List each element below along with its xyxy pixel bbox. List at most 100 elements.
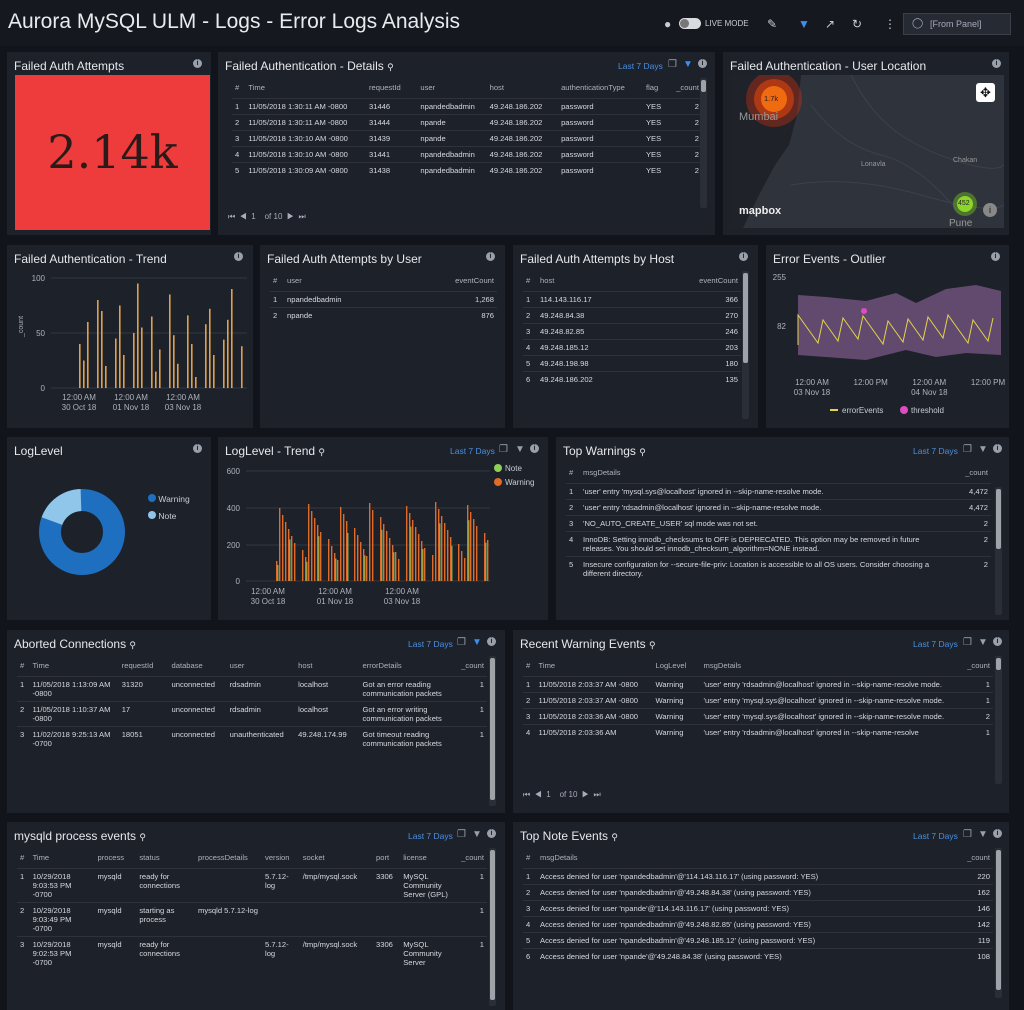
table-row[interactable]: 5 Access denied for user 'npandedbadmin'@…	[523, 931, 993, 948]
column-header[interactable]: #	[20, 661, 25, 671]
filter-icon[interactable]: ▼	[472, 829, 482, 840]
column-header[interactable]: database	[171, 661, 203, 671]
column-header[interactable]: #	[526, 661, 531, 671]
cluster-label-1[interactable]: 1.7k	[764, 94, 779, 103]
table-row[interactable]: 2 11/05/2018 1:30:11 AM -0800 31444 npande 4…	[232, 113, 702, 130]
search-icon[interactable]: ⚲	[387, 62, 394, 72]
copy-icon[interactable]: ❐	[457, 829, 466, 840]
share-icon[interactable]: ↗	[825, 17, 836, 31]
info-icon[interactable]: i	[193, 444, 202, 453]
column-header[interactable]: Time	[538, 661, 556, 671]
table-row[interactable]: 1'user' entry 'mysql.sys@localhost' igno…	[566, 482, 991, 499]
filter-icon[interactable]: ▼	[978, 829, 988, 840]
info-icon[interactable]: i	[993, 637, 1002, 646]
column-header[interactable]: #	[526, 276, 531, 286]
user-icon[interactable]: ●	[664, 17, 672, 31]
table-row[interactable]: 3 11/05/2018 2:03:36 AM -0800 Warning'user…	[523, 707, 993, 724]
first-page-button[interactable]: ⏮	[228, 212, 236, 221]
time-range-badge[interactable]: Last 7 Days	[913, 831, 958, 841]
column-header[interactable]: license	[403, 853, 427, 863]
column-header[interactable]: Time	[32, 661, 50, 671]
info-icon[interactable]: i	[991, 252, 1000, 261]
column-header[interactable]: status	[139, 853, 160, 863]
info-icon[interactable]: i	[234, 252, 243, 261]
next-page-button[interactable]: ▶	[581, 790, 589, 799]
table-row[interactable]: 4 InnoDB: Setting innodb_checksums to OFF…	[566, 530, 991, 556]
table-row[interactable]: 3 11/02/2018 9:25:13 AM -0700 18051 unconne…	[17, 725, 487, 751]
copy-icon[interactable]: ❐	[499, 444, 508, 455]
scrollbar[interactable]	[489, 848, 496, 1006]
page-number[interactable]: 1	[546, 790, 551, 799]
column-header[interactable]: eventCount	[455, 276, 494, 286]
scrollbar[interactable]	[995, 848, 1002, 998]
attribution-icon[interactable]: i	[983, 203, 997, 217]
table-row[interactable]: 3 11/05/2018 1:30:10 AM -0800 31439 npande 4…	[232, 129, 702, 146]
info-icon[interactable]: i	[193, 59, 202, 68]
next-page-button[interactable]: ▶	[286, 212, 294, 221]
live-mode-toggle[interactable]	[679, 18, 701, 29]
table-row[interactable]: 4 Access denied for user 'npandedbadmin'@…	[523, 915, 993, 932]
prev-page-button[interactable]: ◀	[534, 790, 542, 799]
table-row[interactable]: 3 'NO_AUTO_CREATE_USER' sql mode was not …	[566, 514, 991, 531]
info-icon[interactable]: i	[487, 637, 496, 646]
table-row[interactable]: 5 Insecure configuration for --secure-fil…	[566, 555, 991, 581]
table-row[interactable]: 2 11/05/2018 2:03:37 AM -0800 Warning'user…	[523, 691, 993, 708]
column-header[interactable]: _count	[461, 661, 484, 671]
column-header[interactable]: eventCount	[699, 276, 738, 286]
table-row[interactable]: 4 11/05/2018 2:03:36 AM Warning'user' entr…	[523, 723, 993, 740]
column-header[interactable]: authenticationType	[561, 83, 625, 93]
table-row[interactable]: 3 10/29/2018 9:02:53 PM -0700 mysqld ready …	[17, 935, 487, 970]
column-header[interactable]: _count	[461, 853, 484, 863]
column-header[interactable]: processDetails	[198, 853, 248, 863]
info-icon[interactable]: i	[487, 829, 496, 838]
search-icon[interactable]: ⚲	[129, 640, 137, 650]
map-view[interactable]: 1.7k 452 Mumbai Lonavla Chakan Pune mapb…	[731, 75, 1004, 228]
search-icon[interactable]: ⚲	[139, 832, 146, 842]
donut-slice-warning[interactable]	[39, 489, 125, 575]
time-range-badge[interactable]: Last 7 Days	[618, 61, 663, 71]
refresh-icon[interactable]: ↻	[852, 17, 863, 31]
table-row[interactable]: 5 49.248.198.98 180	[523, 354, 741, 371]
info-icon[interactable]: i	[993, 829, 1002, 838]
time-range-badge[interactable]: Last 7 Days	[913, 639, 958, 649]
table-row[interactable]: 2'user' entry 'rdsadmin@localhost' ignor…	[566, 498, 991, 515]
column-header[interactable]: errorDetails	[362, 661, 402, 671]
column-header[interactable]: host	[489, 83, 504, 93]
column-header[interactable]: user	[287, 276, 302, 286]
info-icon[interactable]: i	[486, 252, 495, 261]
scrollbar[interactable]	[700, 78, 707, 208]
filter-icon[interactable]: ▼	[978, 637, 988, 648]
copy-icon[interactable]: ❐	[963, 637, 972, 648]
time-range-badge[interactable]: Last 7 Days	[408, 639, 453, 649]
table-row[interactable]: 5 11/05/2018 1:30:09 AM -0800 31438 npanded…	[232, 161, 702, 178]
table-row[interactable]: 1 114.143.116.17 366	[523, 290, 741, 307]
column-header[interactable]: port	[376, 853, 390, 863]
table-row[interactable]: 4 49.248.185.12 203	[523, 338, 741, 355]
column-header[interactable]: #	[569, 468, 574, 478]
column-header[interactable]: Time	[248, 83, 265, 93]
cluster-label-2[interactable]: 452	[958, 200, 970, 207]
table-row[interactable]: 3 49.248.82.85 246	[523, 322, 741, 339]
column-header[interactable]: requestId	[121, 661, 154, 671]
time-range-badge[interactable]: Last 7 Days	[408, 831, 453, 841]
prev-page-button[interactable]: ◀	[239, 212, 247, 221]
column-header[interactable]: Time	[32, 853, 50, 863]
column-header[interactable]: #	[20, 853, 25, 863]
info-icon[interactable]: i	[993, 444, 1002, 453]
column-header[interactable]: flag	[645, 83, 659, 93]
table-row[interactable]: 6 Access denied for user 'npande'@'49.248…	[523, 947, 993, 964]
table-row[interactable]: 6 49.248.186.202 135	[523, 370, 741, 387]
copy-icon[interactable]: ❐	[963, 829, 972, 840]
scrollbar[interactable]	[489, 656, 496, 806]
column-header[interactable]: user	[420, 83, 436, 93]
filter-icon[interactable]: ▼	[798, 17, 810, 31]
page-number[interactable]: 1	[251, 212, 256, 221]
table-row[interactable]: 2 npande 876	[270, 306, 497, 323]
copy-icon[interactable]: ❐	[963, 444, 972, 455]
column-header[interactable]: msgDetails	[540, 853, 578, 863]
column-header[interactable]: #	[235, 83, 240, 93]
search-icon[interactable]: ⚲	[639, 447, 646, 457]
table-row[interactable]: 1 npandedbadmin 1,268	[270, 290, 497, 307]
info-icon[interactable]: i	[739, 252, 748, 261]
last-page-button[interactable]: ⏭	[298, 212, 306, 221]
